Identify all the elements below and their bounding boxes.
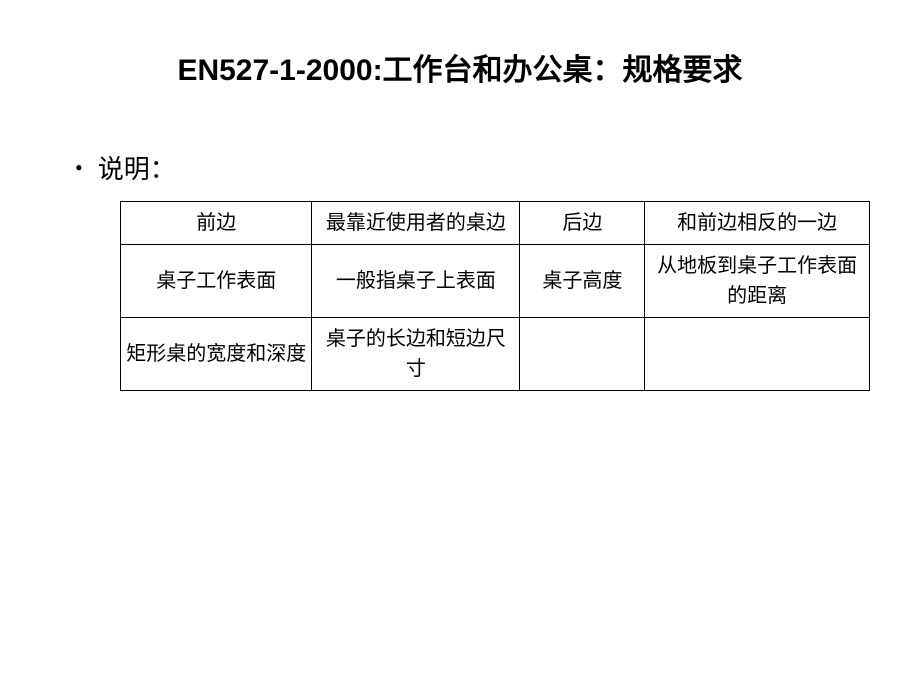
table-cell: 桌子的长边和短边尺寸 — [312, 318, 520, 391]
table-row: 前边 最靠近使用者的桌边 后边 和前边相反的一边 — [121, 202, 870, 245]
table-cell: 桌子工作表面 — [121, 245, 312, 318]
definitions-table: 前边 最靠近使用者的桌边 后边 和前边相反的一边 桌子工作表面 一般指桌子上表面… — [120, 201, 870, 391]
table-cell: 一般指桌子上表面 — [312, 245, 520, 318]
page-title: EN527-1-2000:工作台和办公桌：规格要求 — [0, 45, 920, 89]
table-cell — [645, 318, 870, 391]
table-row: 桌子工作表面 一般指桌子上表面 桌子高度 从地板到桌子工作表面的距离 — [121, 245, 870, 318]
table-cell: 和前边相反的一边 — [645, 202, 870, 245]
table-cell: 后边 — [520, 202, 645, 245]
table-cell: 最靠近使用者的桌边 — [312, 202, 520, 245]
table-cell: 桌子高度 — [520, 245, 645, 318]
bullet-row: • 说明： — [75, 149, 920, 186]
table-cell: 矩形桌的宽度和深度 — [121, 318, 312, 391]
table-cell — [520, 318, 645, 391]
definitions-table-wrap: 前边 最靠近使用者的桌边 后边 和前边相反的一边 桌子工作表面 一般指桌子上表面… — [120, 201, 870, 391]
table-cell: 前边 — [121, 202, 312, 245]
bullet-label: 说明： — [98, 149, 176, 186]
table-row: 矩形桌的宽度和深度 桌子的长边和短边尺寸 — [121, 318, 870, 391]
table-cell: 从地板到桌子工作表面的距离 — [645, 245, 870, 318]
bullet-dot-icon: • — [75, 157, 83, 179]
bullet-section: • 说明： — [75, 149, 920, 186]
